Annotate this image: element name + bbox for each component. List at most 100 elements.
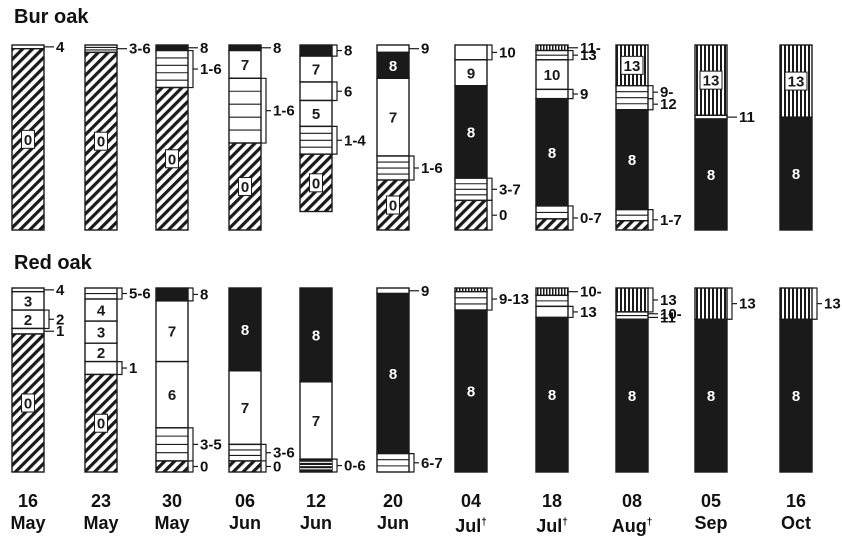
stage-annotation: 1	[44, 323, 64, 340]
bar-segment-stage-9	[454, 59, 488, 87]
annotation-bracket	[487, 199, 493, 231]
segment-label: 6	[168, 387, 176, 404]
annotation-label: 12	[660, 96, 677, 113]
stage-annotation: 9-13	[487, 287, 529, 311]
annotation-label: 5-6	[129, 286, 151, 303]
stage-annotation: 1-4	[332, 125, 366, 155]
annotation-bracket	[332, 125, 338, 155]
stacked-bar: 0 3-6	[84, 41, 151, 231]
stage-annotation: 10	[487, 44, 516, 61]
date-month: Jun	[228, 513, 261, 533]
stacked-bar: 7 6 8 3-5 0	[155, 286, 222, 475]
stage-annotation: 5-6	[117, 286, 151, 303]
annotation-bracket	[332, 458, 338, 473]
segment-label: 7	[312, 413, 320, 430]
bar-segment-stage-0	[228, 460, 262, 473]
stage-annotation: 3-7	[487, 177, 521, 201]
stage-annotation: 13	[568, 304, 597, 321]
annotation-label: 6	[344, 83, 352, 100]
date-month: May	[83, 513, 119, 533]
stage-annotation: 8	[188, 286, 208, 303]
bar-segment-stage-11	[535, 44, 569, 52]
bar-segment-stage-8	[376, 51, 410, 80]
segment-label-box	[238, 177, 252, 197]
stacked-bar: 8 13	[779, 287, 841, 473]
date-day: 16	[17, 491, 39, 511]
annotation-bracket	[568, 305, 574, 319]
segment-label: 0	[24, 396, 32, 413]
bar-segment-stage-7	[155, 300, 189, 363]
segment-label: 2	[97, 345, 105, 362]
segment-label-box	[620, 55, 644, 75]
annotation-bracket	[812, 287, 818, 320]
segment-label-box	[386, 195, 400, 215]
stage-annotation: 10-	[568, 284, 602, 301]
stage-annotation: 3-6	[261, 443, 295, 462]
segment-label-box	[94, 413, 108, 433]
annotation-bracket	[487, 177, 493, 201]
annotation-label: 2	[56, 311, 64, 328]
dagger-mark: †	[646, 517, 653, 528]
annotation-label: 13	[580, 304, 597, 321]
stacked-bar: 0 8 1-6	[155, 40, 222, 231]
annotation-bracket	[409, 155, 415, 181]
stage-annotation: 8	[332, 43, 352, 60]
segment-label: 10	[544, 67, 561, 84]
stacked-bar: 7 0 8 1-6	[228, 40, 295, 231]
date-day: 05	[700, 491, 722, 511]
segment-label: 8	[792, 166, 800, 183]
stacked-bar: 04	[11, 39, 65, 231]
segment-label: 8	[241, 322, 249, 339]
date-month: Jul†	[455, 516, 487, 536]
segment-label: 8	[548, 145, 556, 162]
segment-label: 4	[97, 303, 106, 320]
stage-annotation: 3-5	[188, 427, 222, 462]
stage-annotation: 0-7	[568, 205, 602, 231]
stage-annotation: 0-6	[332, 458, 366, 475]
annotation-bracket	[568, 205, 574, 231]
stage-annotation: 1-6	[261, 77, 295, 144]
stage-annotation: 13	[727, 287, 756, 320]
date-label: 04 Jul†	[436, 490, 506, 537]
bar-segment-stage-6-7	[376, 452, 410, 473]
annotation-bracket	[117, 287, 123, 300]
segment-label-box	[699, 70, 723, 90]
bar-segment-stage-9	[535, 88, 569, 100]
annotation-label: 0-6	[344, 458, 366, 475]
panel-title-red-oak: Red oak	[14, 252, 92, 274]
date-label: 30 May	[137, 490, 207, 534]
bar-segment-stage-3-6	[228, 443, 262, 462]
date-label: 08 Aug†	[597, 490, 667, 537]
segment-label: 0	[97, 134, 105, 151]
bar-segment-stage-8	[779, 318, 813, 473]
bar-segment-stage-8	[376, 292, 410, 455]
annotation-bracket	[332, 81, 338, 102]
annotation-bracket	[44, 309, 50, 330]
annotation-label: 0-7	[580, 210, 602, 227]
annotation-label: 8	[200, 286, 208, 303]
stacked-bar: 9 8 10 3-7 0	[454, 44, 521, 231]
annotation-label: 8	[200, 40, 208, 57]
annotation-label: 10-	[660, 306, 682, 323]
stacked-bar: 13 8	[779, 44, 813, 231]
segment-label-box	[165, 149, 179, 169]
segment-label: 8	[467, 124, 475, 141]
bar-segment-stage-8	[694, 118, 728, 231]
date-day: 30	[161, 491, 183, 511]
bar-segment-stage-10	[535, 59, 569, 91]
annotation-bracket	[188, 49, 194, 89]
bar-segment-stage-7	[299, 55, 333, 83]
stage-annotation: 1-6	[409, 155, 443, 181]
annotation-label: 6-7	[421, 455, 443, 472]
segment-label: 8	[628, 388, 636, 405]
annotation-bracket	[648, 209, 654, 231]
date-day: 12	[305, 491, 327, 511]
stage-annotation: 6	[332, 81, 352, 102]
annotation-bracket	[648, 98, 654, 111]
annotation-label: 9-13	[499, 291, 529, 308]
annotation-label: 13	[739, 296, 756, 313]
annotation-bracket	[188, 287, 194, 302]
date-label: 20 Jun	[358, 490, 428, 534]
